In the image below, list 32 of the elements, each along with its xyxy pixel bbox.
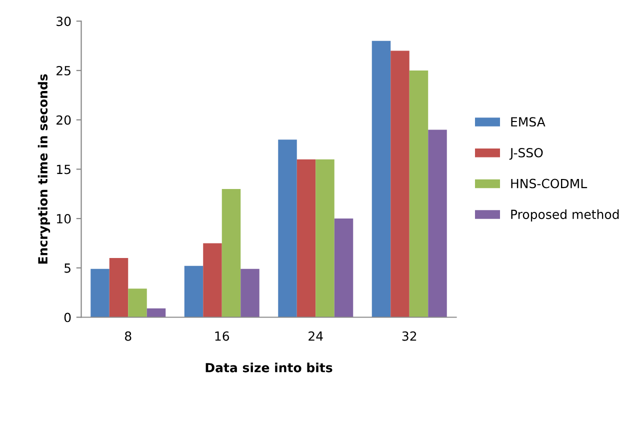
- bar: [278, 140, 297, 318]
- bar: [184, 266, 204, 318]
- bar: [109, 258, 128, 318]
- bar: [409, 70, 428, 318]
- bar: [334, 218, 354, 318]
- y-tick-label: 20: [56, 115, 71, 125]
- x-tick-label: 16: [215, 331, 230, 341]
- legend-label: J-SSO: [509, 148, 543, 160]
- x-tick-label: 32: [402, 331, 416, 341]
- bar: [128, 288, 147, 318]
- legend-label: Proposed method: [511, 209, 619, 222]
- bar: [428, 130, 447, 318]
- y-axis-title: Encryption time in seconds: [38, 74, 50, 264]
- bar: [240, 268, 260, 318]
- y-tick-label: 10: [56, 214, 71, 224]
- legend-label: EMSA: [511, 117, 546, 127]
- bar: [296, 159, 316, 318]
- bar: [390, 50, 410, 318]
- x-tick-label: 8: [124, 331, 132, 341]
- bar: [372, 40, 391, 318]
- bar: [90, 268, 110, 318]
- legend-label: HNS-CODML: [511, 178, 588, 188]
- y-tick-label: 30: [56, 16, 71, 26]
- bar: [222, 188, 241, 318]
- bar: [203, 243, 222, 318]
- y-tick-label: 25: [56, 66, 70, 76]
- x-tick-label: 24: [308, 331, 323, 341]
- x-axis-title: Data size into bits: [206, 362, 332, 372]
- y-tick-label: 0: [64, 312, 71, 322]
- y-tick-label: 5: [64, 264, 70, 273]
- y-tick-label: 15: [56, 164, 70, 174]
- bar: [316, 159, 334, 318]
